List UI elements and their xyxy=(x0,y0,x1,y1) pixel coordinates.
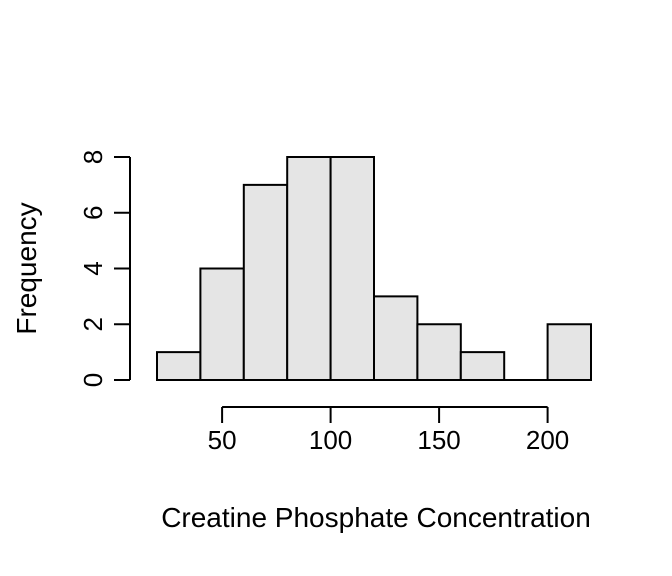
y-axis-title: Frequency xyxy=(11,202,42,334)
histogram-bar-4 xyxy=(329,156,376,381)
x-tick-label-0: 50 xyxy=(208,425,237,455)
histogram-bars xyxy=(156,156,592,381)
histogram-bar-7 xyxy=(459,351,506,381)
histogram-bar-3 xyxy=(286,156,332,381)
histogram-bar-6 xyxy=(416,323,462,381)
y-tick-label-2: 4 xyxy=(78,261,108,275)
y-tick-label-4: 8 xyxy=(78,150,108,164)
histogram-bar-2 xyxy=(242,183,289,381)
y-tick-label-3: 6 xyxy=(78,206,108,220)
x-axis-title: Creatine Phosphate Concentration xyxy=(161,502,591,533)
histogram-bar-0 xyxy=(156,351,202,381)
x-tick-label-1: 100 xyxy=(309,425,352,455)
y-tick-label-1: 2 xyxy=(78,317,108,331)
x-tick-label-3: 200 xyxy=(526,425,569,455)
histogram-bar-1 xyxy=(199,267,245,381)
y-axis: 0 2 4 6 8 xyxy=(78,150,131,387)
histogram-bar-9 xyxy=(546,323,592,381)
histogram-bar-5 xyxy=(373,295,419,381)
y-tick-label-0: 0 xyxy=(78,373,108,387)
x-tick-label-2: 150 xyxy=(417,425,460,455)
x-axis: 50 100 150 200 xyxy=(208,406,569,455)
